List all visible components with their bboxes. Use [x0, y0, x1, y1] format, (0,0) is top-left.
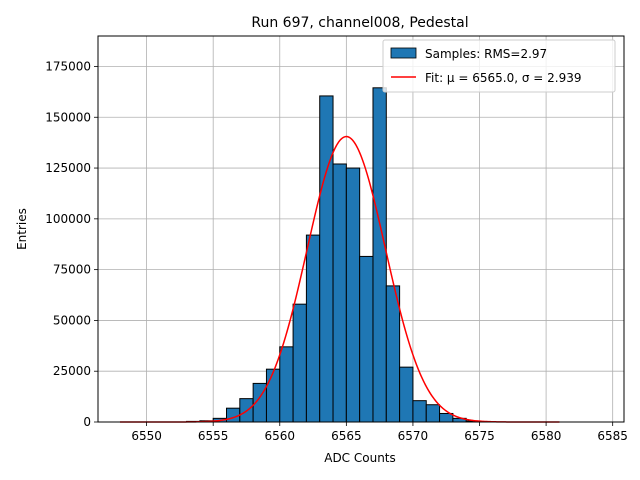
legend-histogram-swatch	[390, 47, 417, 59]
y-axis-label: Entries	[15, 208, 29, 250]
legend: Samples: RMS=2.97 Fit: μ = 6565.0, σ = 2…	[382, 39, 616, 93]
axes-frame	[97, 35, 625, 423]
chart-title: Run 697, channel008, Pedestal	[251, 15, 468, 31]
y-tick-label: 150000	[45, 110, 91, 124]
histogram-bar	[305, 234, 321, 423]
x-tick-label: 6570	[398, 429, 429, 443]
y-tick-label: 100000	[45, 212, 91, 226]
histogram-bar	[372, 87, 387, 423]
histogram-bar	[319, 95, 334, 423]
y-tick-label: 175000	[45, 59, 91, 73]
x-axis-label: ADC Counts	[324, 451, 396, 465]
x-tick-label: 6575	[464, 429, 495, 443]
histogram-bar	[399, 366, 414, 423]
y-tick-label: 50000	[53, 313, 91, 327]
x-tick-label: 6565	[331, 429, 362, 443]
x-tick-label: 6555	[198, 429, 229, 443]
legend-box	[382, 39, 616, 93]
legend-histogram-label: Samples: RMS=2.97	[425, 47, 547, 61]
histogram-bar	[412, 400, 427, 423]
x-tick-label: 6585	[597, 429, 628, 443]
histogram-bar	[265, 368, 281, 423]
y-tick-label: 0	[83, 415, 91, 429]
legend-fit-label: Fit: μ = 6565.0, σ = 2.939	[425, 71, 582, 85]
x-tick-label: 6550	[131, 429, 162, 443]
histogram-bar	[385, 285, 401, 423]
histogram-bar	[332, 163, 347, 423]
y-tick-label: 125000	[45, 161, 91, 175]
histogram-bar	[345, 167, 361, 423]
histogram-bar	[279, 346, 294, 423]
histogram-bar	[425, 404, 441, 423]
x-tick-label: 6560	[264, 429, 295, 443]
y-tick-label: 25000	[53, 364, 91, 378]
histogram-bar	[359, 255, 374, 423]
histogram-bars	[186, 87, 481, 423]
y-tick-label: 75000	[53, 263, 91, 277]
axes: 6550 6555 6560 6565 6570 6575 6580 6585 0 25000 50…	[45, 35, 628, 443]
histogram-bar	[292, 303, 307, 423]
x-tick-label: 6580	[531, 429, 562, 443]
